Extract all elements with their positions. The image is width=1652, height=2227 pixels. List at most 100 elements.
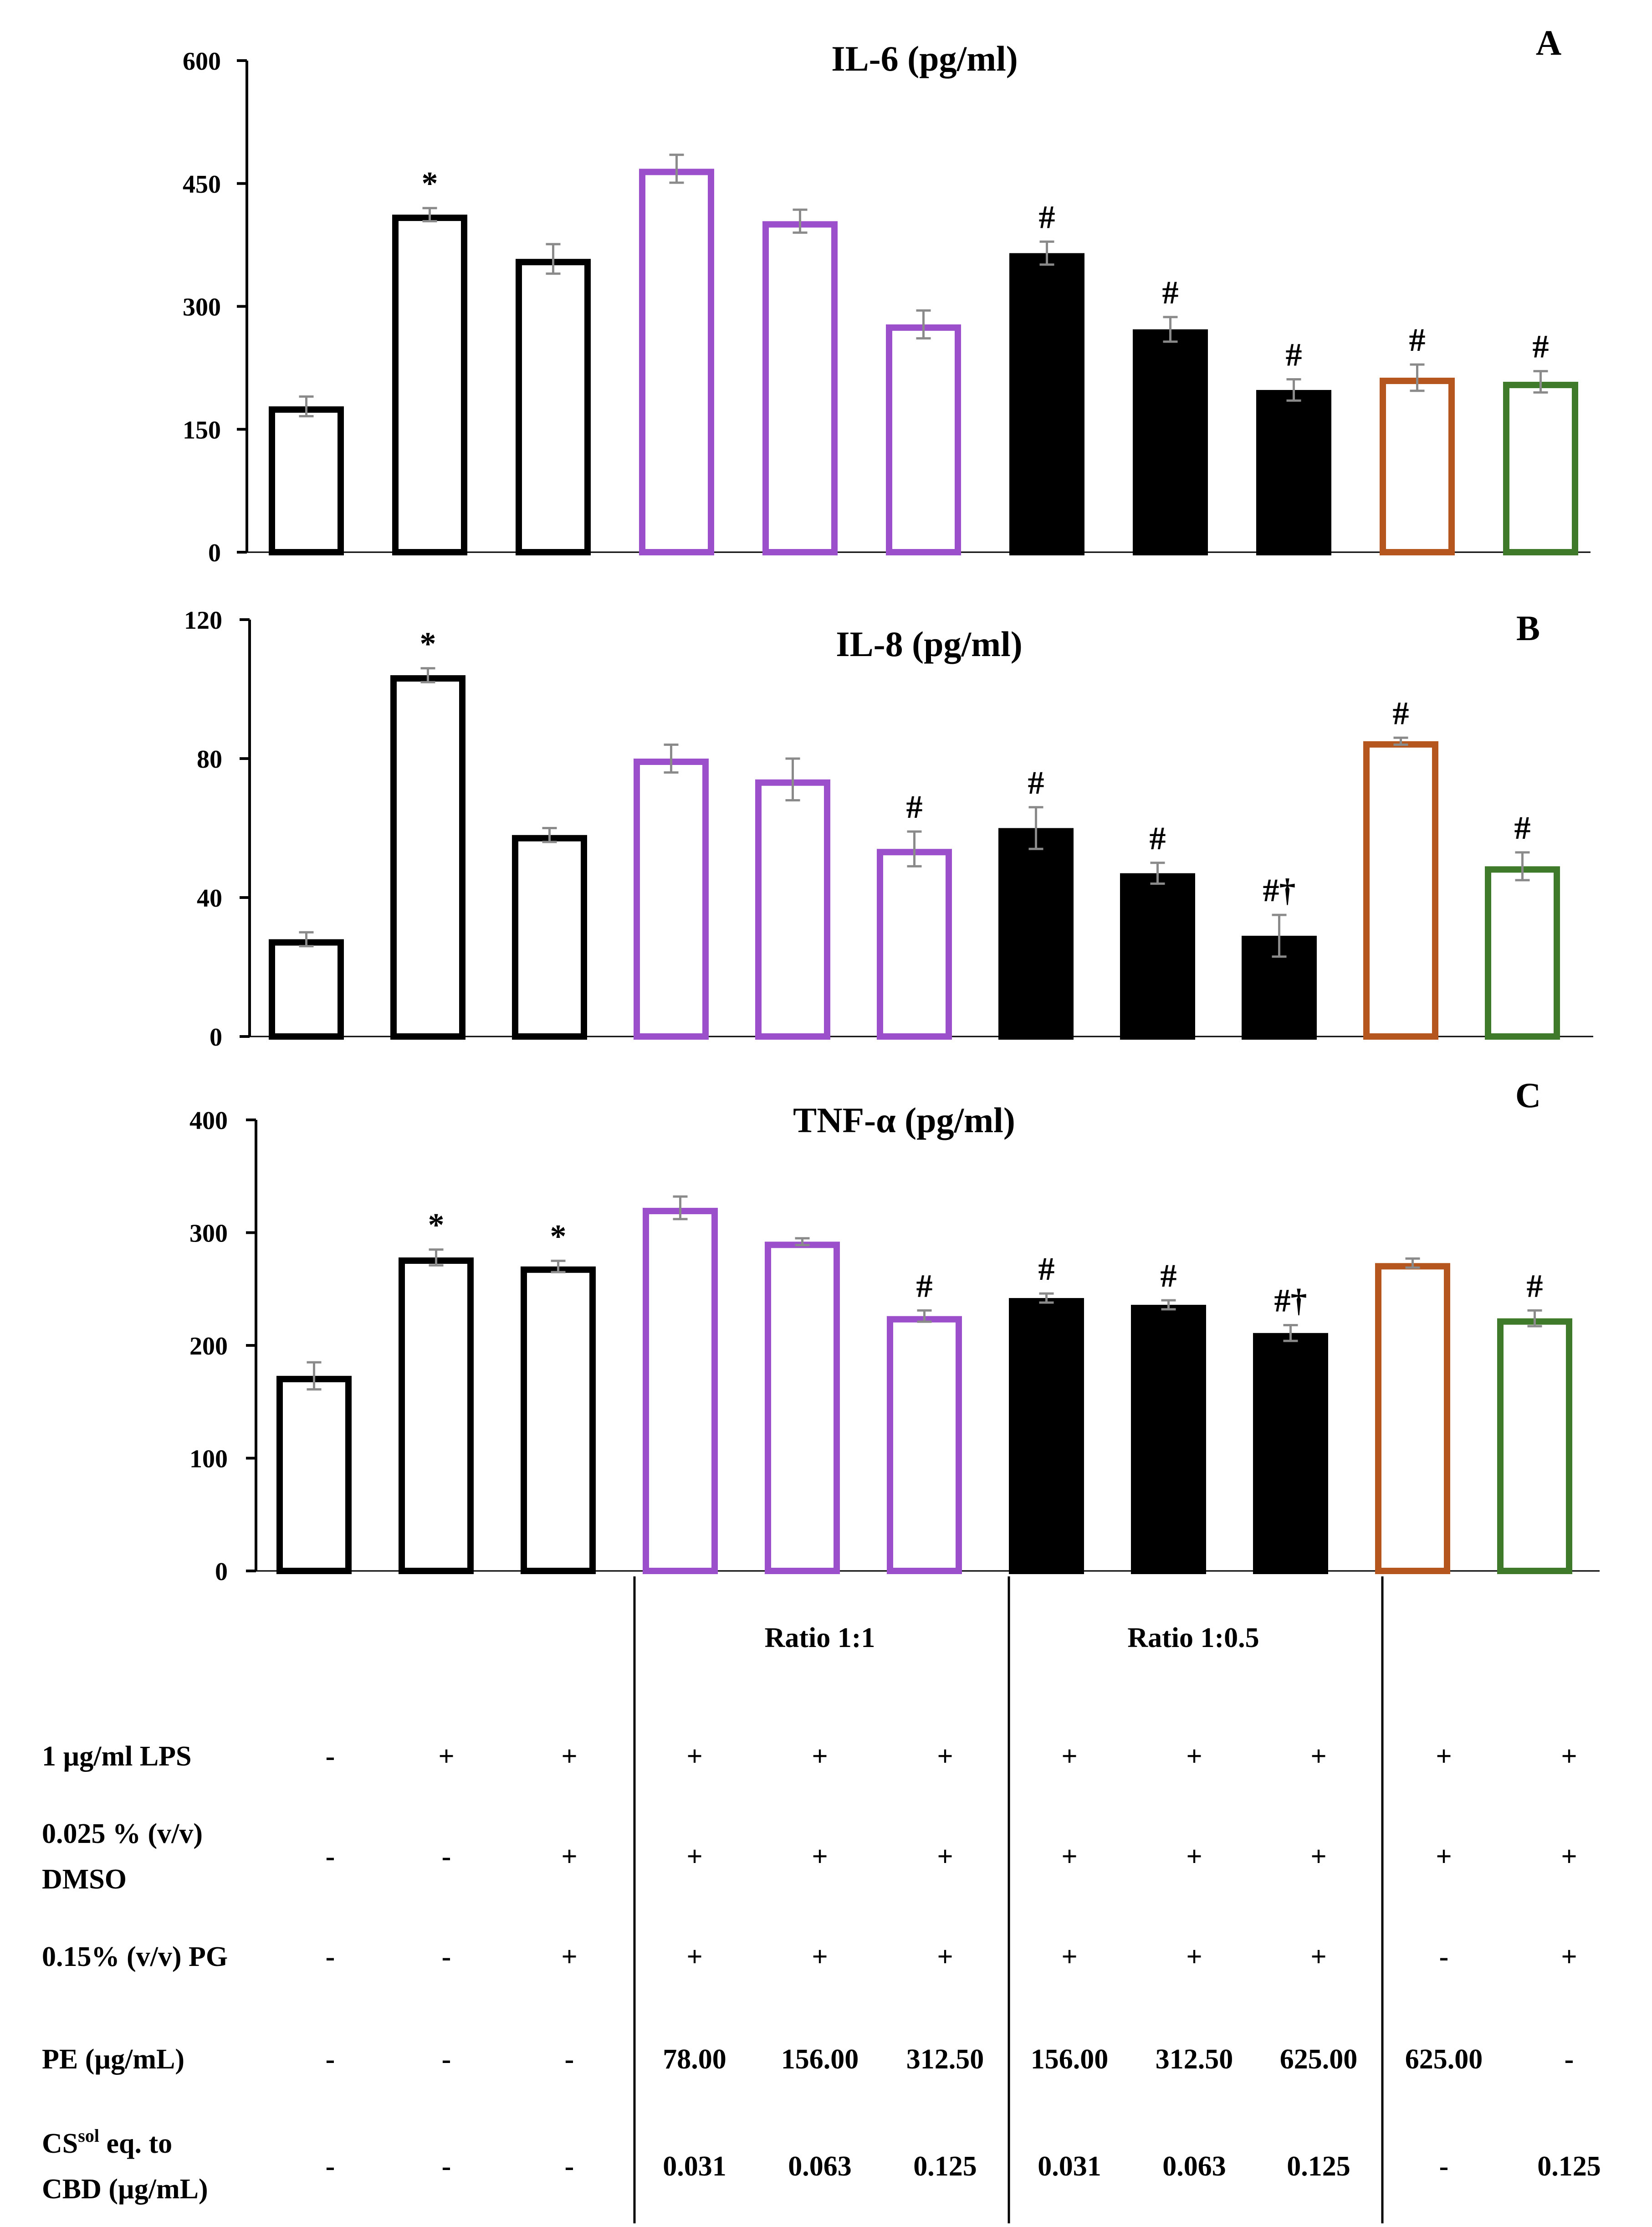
y-tick-label: 40	[197, 884, 222, 913]
bar	[1009, 1298, 1084, 1575]
significance-marker: #	[1533, 328, 1549, 365]
group-header: Ratio 1:1	[765, 1622, 875, 1653]
significance-marker: *	[422, 165, 438, 202]
table-cell: +	[937, 1841, 953, 1872]
bar	[516, 259, 591, 555]
row-label: DMSO	[42, 1864, 127, 1895]
chart-title: IL-6 (pg/ml)	[831, 39, 1018, 78]
table-cell: -	[565, 2044, 574, 2075]
table-cell: +	[561, 1941, 577, 1972]
table-cell: +	[1310, 1741, 1326, 1772]
table-cell: +	[1186, 1841, 1202, 1872]
bar	[269, 406, 344, 555]
table-cell: +	[1310, 1941, 1326, 1972]
table-cell: +	[1561, 1741, 1577, 1772]
table-cell: +	[1310, 1841, 1326, 1872]
table-cell: +	[1561, 1841, 1577, 1872]
bar	[886, 324, 961, 556]
bar	[1380, 377, 1455, 556]
chart-panel-B: 0 40 80 120 IL-8 (pg/ml) B * # # # #† # #	[184, 606, 1593, 1052]
row-label: CSsol eq. to	[42, 2125, 172, 2159]
bar	[639, 169, 714, 555]
bar	[998, 828, 1074, 1040]
chart-panel-C: 0 100 200 300 400 TNF-α (pg/ml) C * * # # # #† #	[189, 1075, 1600, 1586]
table-cell: +	[561, 1741, 577, 1772]
table-cell: -	[326, 1841, 335, 1872]
table-cell: +	[1186, 1741, 1202, 1772]
table-cell: 625.00	[1280, 2044, 1358, 2075]
significance-marker: #	[1039, 199, 1055, 235]
table-cell: 0.031	[1038, 2151, 1101, 2182]
table-cell: +	[1436, 1841, 1452, 1872]
table-cell: +	[1436, 1741, 1452, 1772]
y-tick-label: 300	[183, 293, 221, 322]
bar	[1375, 1263, 1450, 1574]
significance-marker: #	[1514, 810, 1531, 846]
table-cell: 156.00	[1031, 2044, 1109, 2075]
bar	[634, 759, 709, 1040]
table-cell: +	[937, 1941, 953, 1972]
table-cell: -	[326, 1741, 335, 1772]
chart-title: IL-8 (pg/ml)	[836, 624, 1023, 664]
bar	[1120, 873, 1195, 1040]
bar	[762, 221, 838, 555]
table-cell: +	[561, 1841, 577, 1872]
table-cell: +	[812, 1841, 828, 1872]
y-tick-label: 0	[208, 539, 221, 567]
table-cell: +	[686, 1841, 702, 1872]
table-cell: 0.125	[1287, 2151, 1350, 2182]
significance-marker: #	[916, 1267, 933, 1304]
row-label: 0.15% (v/v) PG	[42, 1941, 228, 1972]
y-tick-label: 400	[189, 1107, 228, 1135]
row-label: 1 µg/ml LPS	[42, 1741, 192, 1772]
table-cell: -	[1439, 1941, 1449, 1972]
table-cell: 0.125	[1537, 2151, 1601, 2182]
y-tick-label: 200	[189, 1332, 228, 1360]
significance-marker: #	[1038, 1251, 1055, 1287]
bar	[399, 1257, 474, 1574]
panel-label: A	[1536, 23, 1561, 62]
bar	[1503, 381, 1578, 555]
table-cell: 0.063	[788, 2151, 852, 2182]
significance-marker: #	[1393, 695, 1409, 731]
y-tick-label: 0	[215, 1558, 228, 1586]
bar	[1131, 1304, 1206, 1574]
significance-marker: #	[1162, 274, 1179, 311]
significance-marker: #	[1028, 765, 1044, 801]
bar	[1253, 1333, 1328, 1574]
bar	[521, 1266, 596, 1574]
significance-marker: #	[1286, 337, 1302, 373]
y-tick-label: 100	[189, 1445, 228, 1473]
table-cell: -	[565, 2151, 574, 2182]
y-tick-label: 120	[184, 606, 222, 635]
table-cell: 312.50	[906, 2044, 984, 2075]
row-label: PE (µg/mL)	[42, 2044, 184, 2075]
treatment-table: Ratio 1:1 Ratio 1:0.5 1 µg/ml LPS - + + + + + + + +…	[42, 1576, 1601, 2223]
table-cell: 0.125	[913, 2151, 977, 2182]
panel-label: C	[1515, 1075, 1541, 1115]
table-cell: +	[1186, 1941, 1202, 1972]
table-cell: 0.031	[663, 2151, 726, 2182]
significance-marker: #†	[1263, 872, 1296, 908]
table-cell: +	[1061, 1841, 1077, 1872]
bar	[1009, 253, 1084, 555]
row-label: 0.025 % (v/v)	[42, 1818, 203, 1849]
bar	[276, 1375, 352, 1574]
table-cell: 0.063	[1162, 2151, 1226, 2182]
table-cell: +	[812, 1941, 828, 1972]
table-cell: -	[442, 2044, 451, 2075]
chart-title: TNF-α (pg/ml)	[793, 1100, 1015, 1140]
table-cell: -	[442, 1941, 451, 1972]
significance-marker: #	[1409, 322, 1426, 358]
bar	[1363, 741, 1438, 1040]
bar	[512, 835, 587, 1040]
bar	[1485, 866, 1560, 1040]
bar	[755, 779, 830, 1040]
significance-marker: #	[1150, 820, 1166, 857]
group-header: Ratio 1:0.5	[1127, 1622, 1259, 1653]
y-tick-label: 150	[183, 416, 221, 444]
table-cell: +	[1061, 1741, 1077, 1772]
bar	[1497, 1318, 1572, 1575]
table-cell: -	[442, 1841, 451, 1872]
